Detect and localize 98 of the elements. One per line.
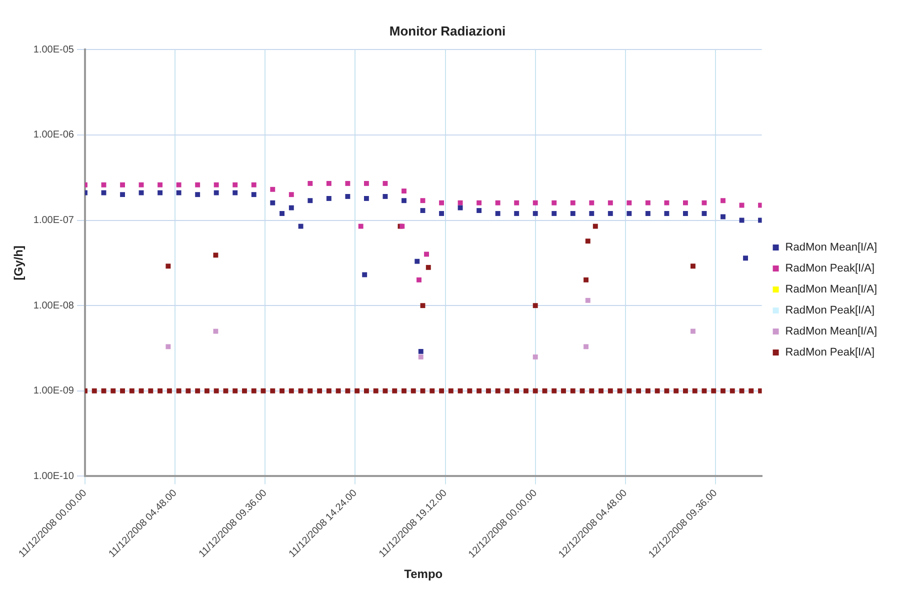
point [158,190,163,196]
point [702,211,707,216]
point [298,224,304,229]
y-tick-label: 1.00E-10 [33,470,74,482]
point [626,200,632,206]
point [251,182,256,188]
point [439,211,444,216]
point [251,192,256,198]
point [270,200,276,206]
point [420,208,426,214]
point [120,182,125,188]
point [570,211,576,216]
point [420,198,426,204]
point [358,224,364,229]
point [476,208,482,214]
y-tick-label: 1.00E-08 [33,300,74,312]
point [424,252,429,257]
point [308,180,313,186]
point [326,196,332,201]
point [690,328,696,334]
point [552,211,557,216]
point [645,211,650,216]
point [214,190,219,196]
point [416,277,422,282]
y-axis-title: [Gy/h] [12,246,26,280]
point [589,200,594,206]
point [176,182,182,188]
point [214,182,219,188]
point [702,200,707,206]
point [213,328,218,334]
point [458,205,463,210]
x-axis-title: Tempo [404,567,443,582]
point [120,192,125,198]
point [176,190,182,196]
point [270,186,276,192]
point [308,198,313,204]
point [720,198,726,204]
point [514,200,520,206]
point [743,256,748,261]
point [364,196,369,201]
y-tick-label: 1.00E-09 [33,386,74,397]
point [418,354,424,360]
y-tick-label: 1.00E-06 [33,130,74,141]
point [664,200,670,206]
point [288,192,294,198]
point [232,190,238,196]
point [645,200,650,206]
point [720,214,726,220]
point [418,348,424,354]
point [414,258,420,264]
point [195,192,200,198]
point [476,200,482,206]
point [158,182,163,188]
legend-label: RadMon Mean[I/A] [785,326,878,338]
point [232,182,238,188]
point [683,200,688,206]
point [439,200,444,206]
point [532,354,538,360]
point [570,200,576,206]
legend-label: RadMon Peak[I/A] [785,304,875,317]
point [589,211,594,216]
point [608,211,613,216]
point [195,182,200,188]
legend-label: RadMon Peak[I/A] [785,262,875,275]
point [683,211,688,216]
point [584,344,588,350]
point [514,211,520,216]
point [288,205,294,210]
point [402,188,406,194]
point [345,194,350,199]
point [362,272,368,278]
point [585,298,590,303]
point [458,200,463,206]
point [382,180,388,186]
point [138,190,144,196]
legend-label: RadMon Peak[I/A] [785,346,875,359]
point [532,211,538,216]
point [402,198,406,204]
point [166,344,171,350]
point [552,200,557,206]
point [345,180,350,186]
legend-label: RadMon Mean[I/A] [785,284,878,296]
point [280,211,284,216]
point [138,182,144,188]
point [382,194,388,199]
y-tick-label: 1.00E-07 [33,215,74,226]
point [608,200,613,206]
point [664,211,670,216]
point [364,180,369,186]
point [532,200,538,206]
point [626,211,632,216]
point [101,182,106,188]
point [326,180,332,186]
point [495,211,500,216]
y-tick-label: 1.00E-05 [33,44,74,56]
point [495,200,500,206]
legend-label: RadMon Mean[I/A] [785,242,878,254]
chart-title: Monitor Radiazioni [389,23,506,38]
